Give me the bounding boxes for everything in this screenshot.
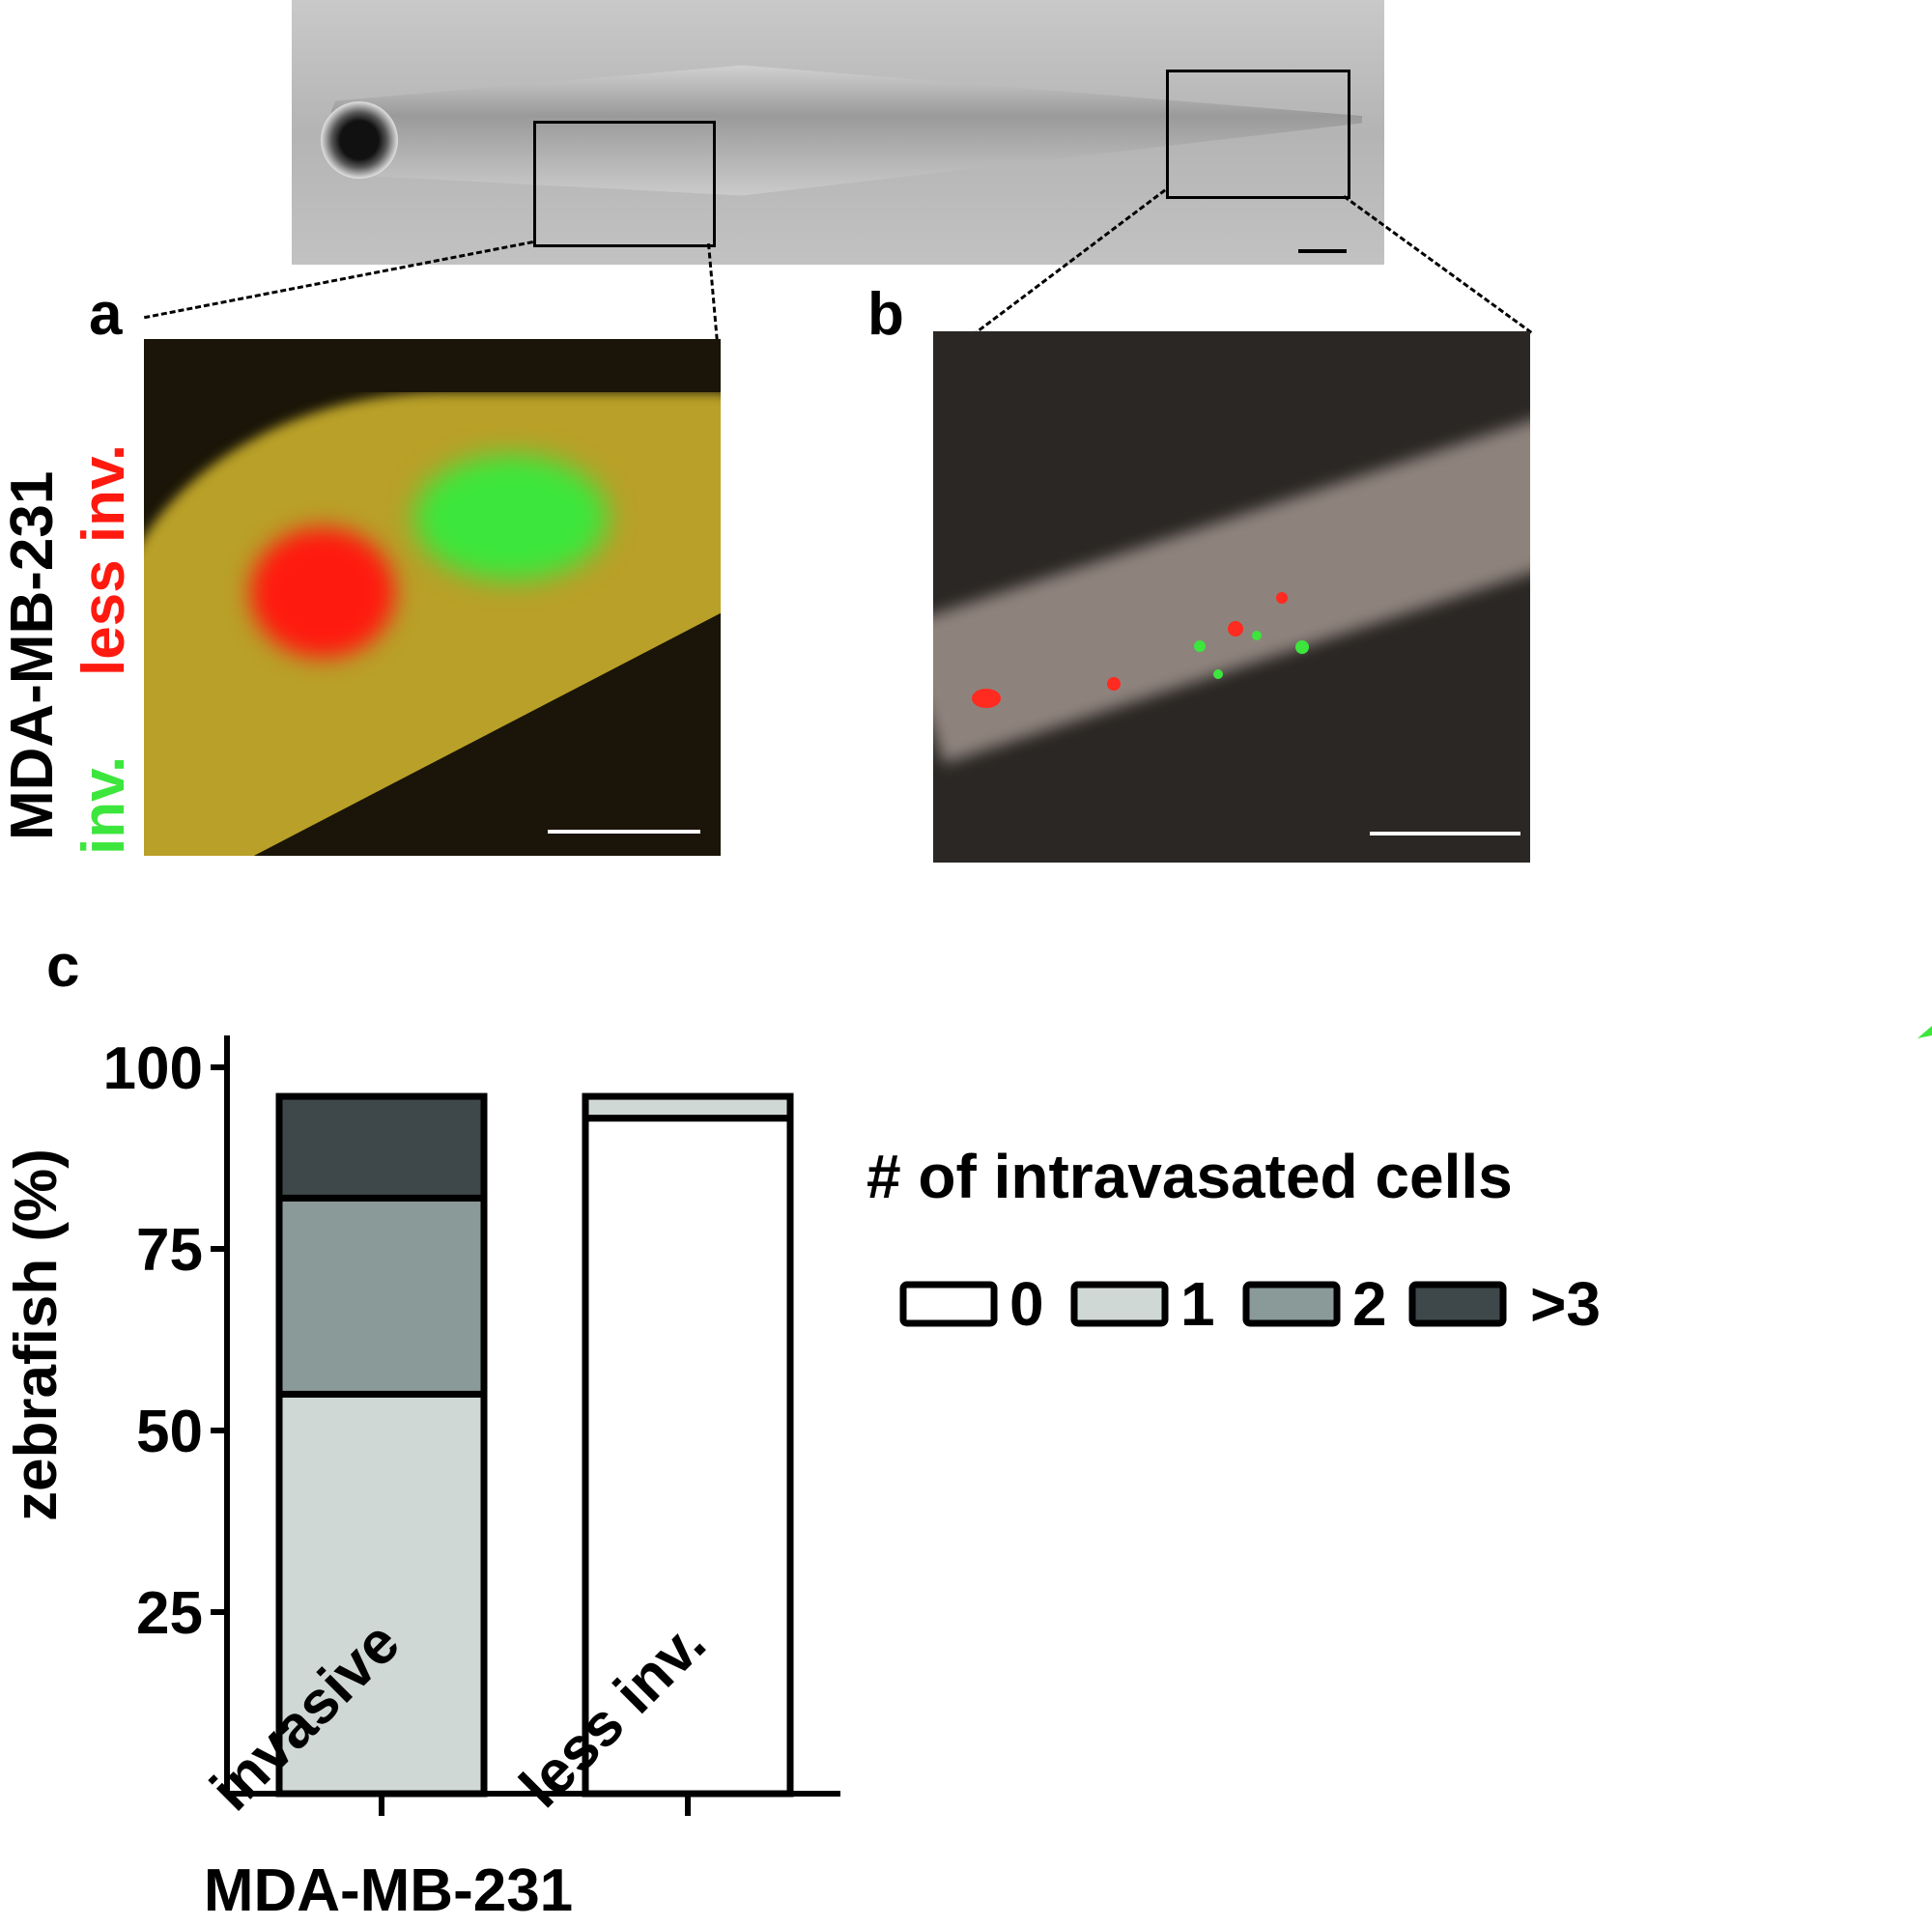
legend-swatch (1070, 1281, 1169, 1327)
bar-segment-less-inv--1 (582, 1092, 794, 1122)
invasive-label: inv. (71, 755, 137, 855)
green-cell (1252, 631, 1262, 640)
roi-box-a (533, 121, 716, 247)
green-cell (1295, 640, 1309, 654)
less-invasive-cells (250, 527, 395, 658)
red-cell (1276, 592, 1288, 604)
bars (275, 1092, 794, 1798)
legend-label: 2 (1352, 1269, 1387, 1339)
y-tick-label: 100 (103, 1035, 203, 1102)
legend-label: >3 (1530, 1269, 1601, 1339)
y-tick-label: 25 (136, 1580, 203, 1647)
red-cell (1228, 621, 1243, 637)
x-axis-label: MDA-MB-231 (204, 1857, 573, 1924)
legend: 0 1 2 >3 (899, 1269, 1601, 1339)
fluorescence-image-a (144, 339, 721, 856)
legend-label: 1 (1180, 1269, 1215, 1339)
scale-bar (1298, 249, 1347, 253)
y-axis-label: zebrafish (%) (3, 1148, 70, 1521)
panel-label-b: b (867, 281, 904, 348)
bar-segment-invasive-gt3 (275, 1092, 488, 1202)
scale-bar (548, 830, 700, 834)
scale-bar (1370, 832, 1520, 836)
green-cell (1194, 640, 1206, 652)
zebrafish-eye (321, 101, 398, 179)
panel-label-c: c (46, 933, 80, 1000)
y-tick-label: 75 (136, 1217, 203, 1284)
legend-label: 0 (1009, 1269, 1044, 1339)
zebrafish-brightfield-image (292, 0, 1384, 265)
red-cell (972, 689, 1001, 708)
legend-swatch (899, 1281, 998, 1327)
yolk-region (144, 392, 721, 856)
tail-vessel-region (933, 411, 1530, 764)
less-invasive-label: less inv. (71, 443, 137, 676)
fluorescence-image-b (933, 331, 1530, 863)
invasive-cells (414, 455, 608, 581)
y-ticks: 25 50 75 100 (103, 1035, 227, 1647)
legend-swatch (1242, 1281, 1341, 1327)
roi-box-b (1166, 70, 1350, 199)
arrowhead-icon (1918, 1026, 1932, 1038)
legend-swatch (1408, 1281, 1507, 1327)
legend-title: # of intravasated cells (867, 1142, 1513, 1211)
y-tick-label: 50 (136, 1399, 203, 1465)
bar-segment-invasive-2 (275, 1194, 488, 1398)
panel-label-a: a (89, 281, 123, 348)
cell-line-label: MDA-MB-231 (0, 470, 66, 840)
green-cell (1213, 669, 1223, 679)
red-cell (1107, 677, 1121, 691)
